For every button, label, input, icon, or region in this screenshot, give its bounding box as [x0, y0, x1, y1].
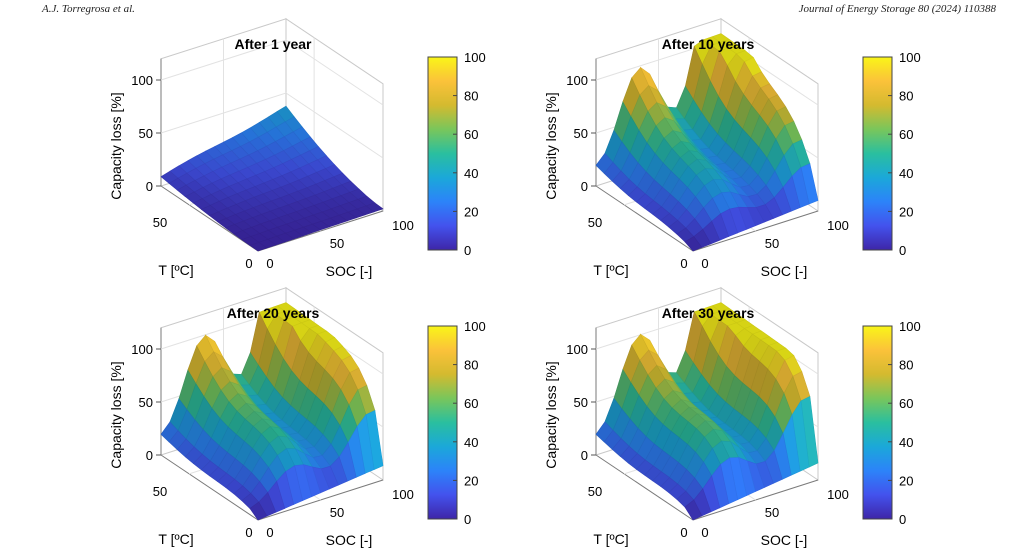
colorbar-tick-label: 100 — [464, 319, 486, 334]
x-axis-label: SOC [-] — [761, 263, 808, 279]
y-tick-label: 0 — [245, 256, 252, 271]
colorbar-tick-label: 40 — [899, 435, 913, 450]
x-tick-label: 100 — [827, 487, 849, 502]
z-tick-label: 50 — [139, 395, 153, 410]
y-tick-label: 0 — [680, 525, 687, 540]
colorbar-tick-label: 20 — [899, 204, 913, 219]
z-axis-label: Capacity loss [%] — [543, 361, 559, 468]
colorbar — [427, 56, 458, 251]
z-tick-label: 0 — [581, 179, 588, 194]
y-axis-label: T [ºC] — [593, 262, 628, 278]
surface-1 — [160, 105, 384, 252]
colorbar-tick-label: 20 — [464, 204, 478, 219]
header-journal: Journal of Energy Storage 80 (2024) 1103… — [798, 3, 996, 15]
surface-patch — [684, 499, 703, 521]
colorbar — [862, 56, 893, 251]
z-axis-label: Capacity loss [%] — [543, 92, 559, 199]
colorbar — [427, 325, 458, 520]
z-tick-label: 100 — [131, 73, 153, 88]
z-tick-label: 50 — [139, 126, 153, 141]
surface-3 — [160, 302, 384, 521]
z-axis-label: Capacity loss [%] — [108, 92, 124, 199]
surface-patch — [249, 242, 268, 252]
x-axis-label: SOC [-] — [761, 532, 808, 548]
colorbar-tick-label: 20 — [899, 473, 913, 488]
z-tick-label: 50 — [574, 395, 588, 410]
x-tick-label: 100 — [827, 218, 849, 233]
y-tick-label: 0 — [680, 256, 687, 271]
colorbar — [862, 325, 893, 520]
colorbar-tick-label: 40 — [464, 166, 478, 181]
z-axis-label: Capacity loss [%] — [108, 361, 124, 468]
z-tick-label: 0 — [146, 448, 153, 463]
y-tick-label: 50 — [588, 215, 602, 230]
colorbar-tick-label: 100 — [464, 50, 486, 65]
y-tick-label: 0 — [245, 525, 252, 540]
colorbar-tick-label: 20 — [464, 473, 478, 488]
x-tick-label: 50 — [765, 236, 779, 251]
colorbar-tick-label: 100 — [899, 319, 921, 334]
z-tick-label: 100 — [131, 342, 153, 357]
chart-title: After 20 years — [227, 305, 320, 321]
colorbar-tick-label: 60 — [899, 127, 913, 142]
y-tick-label: 50 — [588, 484, 602, 499]
x-tick-label: 100 — [392, 487, 414, 502]
colorbar-tick-label: 40 — [464, 435, 478, 450]
surface-2 — [595, 33, 819, 252]
colorbar-tick-label: 0 — [899, 512, 906, 527]
colorbar-tick-label: 40 — [899, 166, 913, 181]
colorbar-tick-label: 60 — [464, 127, 478, 142]
y-axis-label: T [ºC] — [158, 262, 193, 278]
z-tick-label: 100 — [566, 342, 588, 357]
panel-4: After 30 years 0 50 100 Capacity loss [%] 0 50… — [543, 286, 921, 548]
header-authors: A.J. Torregrosa et al. — [42, 3, 135, 15]
z-tick-label: 0 — [581, 448, 588, 463]
y-axis-label: T [ºC] — [158, 531, 193, 547]
x-tick-label: 0 — [266, 525, 273, 540]
chart-title: After 1 year — [234, 36, 312, 52]
colorbar-tick-label: 80 — [464, 358, 478, 373]
x-tick-label: 0 — [266, 256, 273, 271]
z-tick-label: 0 — [146, 179, 153, 194]
surface-patch — [249, 501, 268, 521]
y-tick-label: 50 — [153, 484, 167, 499]
x-tick-label: 100 — [392, 218, 414, 233]
colorbar-tick-label: 0 — [464, 512, 471, 527]
panel-1: After 1 year 0 50 100 Capacity loss [%] 0 50 T … — [108, 17, 486, 279]
panel-2: After 10 years 0 50 100 Capacity loss [%] 0 50… — [543, 17, 921, 279]
colorbar-tick-label: 0 — [899, 243, 906, 258]
chart-title: After 10 years — [662, 36, 755, 52]
surface-patch — [684, 236, 703, 252]
x-tick-label: 0 — [701, 525, 708, 540]
colorbar-tick-label: 100 — [899, 50, 921, 65]
x-tick-label: 50 — [330, 236, 344, 251]
colorbar-tick-label: 0 — [464, 243, 471, 258]
colorbar-tick-label: 80 — [899, 358, 913, 373]
y-tick-label: 50 — [153, 215, 167, 230]
x-tick-label: 0 — [701, 256, 708, 271]
x-axis-label: SOC [-] — [326, 532, 373, 548]
colorbar-tick-label: 80 — [899, 89, 913, 104]
x-tick-label: 50 — [765, 505, 779, 520]
colorbar-tick-label: 60 — [464, 396, 478, 411]
z-tick-label: 50 — [574, 126, 588, 141]
surface-4 — [595, 302, 819, 521]
z-tick-label: 100 — [566, 73, 588, 88]
x-axis-label: SOC [-] — [326, 263, 373, 279]
colorbar-tick-label: 80 — [464, 89, 478, 104]
chart-title: After 30 years — [662, 305, 755, 321]
panel-3: After 20 years 0 50 100 Capacity loss [%] 0 50… — [108, 286, 486, 548]
x-tick-label: 50 — [330, 505, 344, 520]
colorbar-tick-label: 60 — [899, 396, 913, 411]
y-axis-label: T [ºC] — [593, 531, 628, 547]
